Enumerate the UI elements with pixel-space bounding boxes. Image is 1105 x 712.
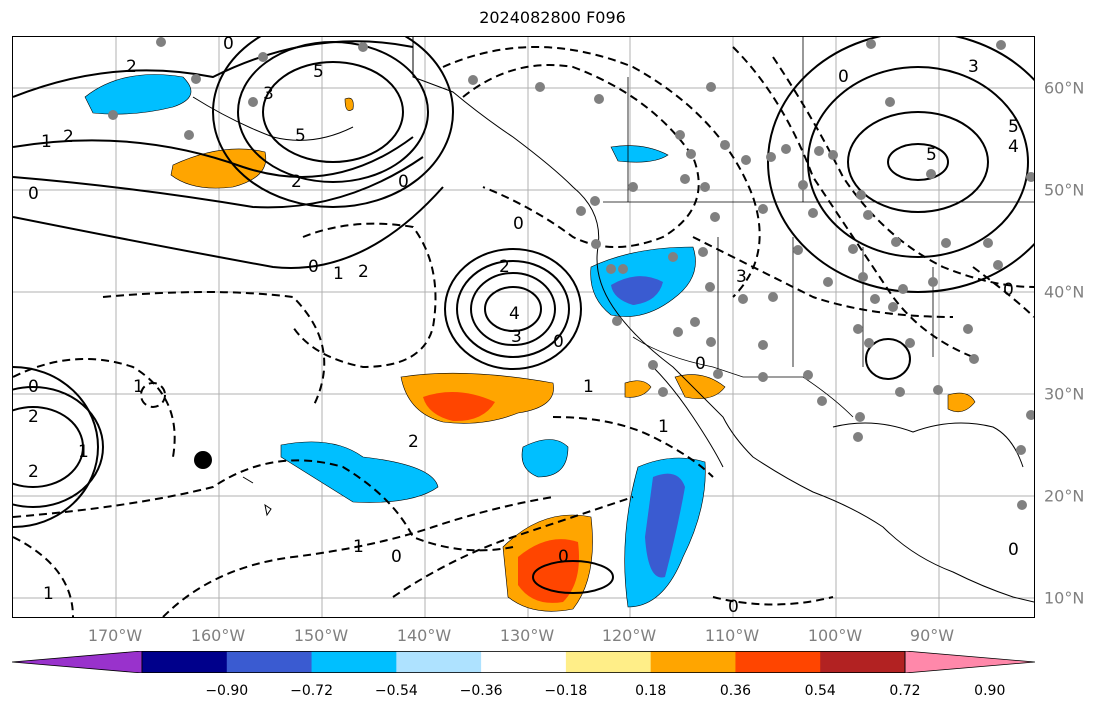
colorbar-extend-high [904, 651, 1035, 673]
contour-label-2d: 2 [358, 262, 369, 282]
marker-dot [194, 451, 212, 469]
colorbar-border [141, 651, 906, 673]
colorbar-extend-low [12, 651, 143, 673]
station-dots [108, 37, 1034, 510]
contour-label-5b: 5 [1008, 117, 1019, 137]
contour-label-2h: 2 [126, 57, 137, 77]
contour-label-0j: 0 [695, 354, 706, 374]
colorbar-tick-label: 0.90 [974, 683, 1006, 699]
contour-label-0f: 0 [28, 377, 39, 397]
contour-label-3d: 3 [736, 267, 747, 287]
colorbar-tick-label: 0.36 [719, 683, 752, 699]
contour-label-2e: 2 [28, 407, 39, 427]
contour-labels: 5 5 3 2 0 2 1 0 2 4 3 0 1 2 0 0 0 1 2 2 … [28, 37, 1019, 617]
contour-label-0e: 0 [553, 332, 564, 352]
colorbar-segment [142, 651, 228, 673]
lon-label-130w: 130°W [499, 626, 555, 645]
lon-label-160w: 160°W [190, 626, 246, 645]
colorbar-segment [735, 651, 821, 673]
contour-label-0c: 0 [308, 257, 319, 277]
colorbar-segment [396, 651, 482, 673]
colorbar-segment [820, 651, 906, 673]
coastlines [192, 37, 1034, 603]
contour-label-0i: 0 [728, 597, 739, 617]
contour-label-2g: 2 [408, 432, 419, 452]
lat-label-30n: 30°N [1044, 384, 1085, 404]
contour-label-3: 3 [263, 84, 274, 104]
contour-label-0g: 0 [391, 547, 402, 567]
lon-label-120w: 120°W [601, 626, 657, 645]
lon-label-140w: 140°W [396, 626, 452, 645]
shaded-regions [84, 74, 976, 612]
contour-label-m1: 1 [133, 377, 144, 397]
colorbar-tick-label: −0.18 [544, 683, 588, 699]
colorbar-segment [226, 651, 313, 673]
contour-label-1d: 1 [353, 537, 364, 557]
colorbar-segment [481, 651, 567, 673]
contour-label-2c: 2 [499, 257, 510, 277]
lon-label-100w: 100°W [807, 626, 863, 645]
negative-contours [13, 46, 1034, 617]
map-canvas: 5 5 3 2 0 2 1 0 2 4 3 0 1 2 0 0 0 1 2 2 … [13, 37, 1034, 617]
lon-label-150w: 150°W [293, 626, 349, 645]
lat-label-50n: 50°N [1044, 180, 1085, 200]
colorbar-segments [12, 651, 1035, 673]
lat-label-20n: 20°N [1044, 486, 1085, 506]
lon-label-110w: 110°W [704, 626, 760, 645]
lat-label-40n: 40°N [1044, 282, 1085, 302]
contour-label-3c: 3 [968, 57, 979, 77]
contour-label-3b: 3 [511, 327, 522, 347]
contour-label-1g: 1 [43, 584, 54, 604]
contour-label-2f: 2 [28, 462, 39, 482]
colorbar-tick-label: 0.18 [635, 683, 667, 699]
contour-label-5: 5 [295, 126, 306, 146]
lon-label-170w: 170°W [87, 626, 143, 645]
contour-label-1e: 1 [658, 417, 669, 437]
lat-label-60n: 60°N [1044, 78, 1085, 98]
contour-label-4b: 4 [509, 304, 520, 324]
positive-contours [13, 37, 1034, 594]
contour-label-0k: 0 [838, 67, 849, 87]
contour-label-1c: 1 [78, 442, 89, 462]
contour-label-1f: 1 [583, 377, 594, 397]
political-borders [603, 37, 1034, 418]
contour-label-0d: 0 [513, 214, 524, 234]
lat-label-10n: 10°N [1044, 588, 1085, 608]
colorbar-tick-label: 0.72 [889, 683, 921, 699]
map-title: 2024082800 F096 [479, 8, 626, 27]
contour-label-1: 1 [41, 132, 52, 152]
contour-label-0n: 0 [1008, 540, 1019, 560]
colorbar [12, 651, 1035, 673]
contour-label-0b: 0 [28, 184, 39, 204]
colorbar-tick-label: −0.90 [205, 683, 249, 699]
contour-label-4: 5 [313, 62, 324, 82]
contour-label-1b: 1 [333, 264, 344, 284]
map-panel: 5 5 3 2 0 2 1 0 2 4 3 0 1 2 0 0 0 1 2 2 … [12, 36, 1035, 618]
contour-label-0l: 0 [223, 37, 234, 54]
contour-label-0m: 0 [1003, 280, 1014, 300]
colorbar-segment [565, 651, 652, 673]
colorbar-tick-label: −0.72 [290, 683, 333, 699]
contour-label-5c: 5 [926, 145, 937, 165]
colorbar-segment [311, 651, 397, 673]
lon-label-90w: 90°W [909, 626, 955, 645]
contour-label-0h: 0 [558, 547, 569, 567]
contour-label-2b: 2 [63, 127, 74, 147]
colorbar-segment [650, 651, 736, 673]
colorbar-tick-label: −0.54 [374, 683, 418, 699]
colorbar-tick-label: 0.54 [804, 683, 836, 699]
contour-label-0: 0 [398, 172, 409, 192]
colorbar-tick-label: −0.36 [459, 683, 503, 699]
contour-label-2: 2 [291, 172, 302, 192]
contour-label-4c: 4 [1008, 137, 1019, 157]
